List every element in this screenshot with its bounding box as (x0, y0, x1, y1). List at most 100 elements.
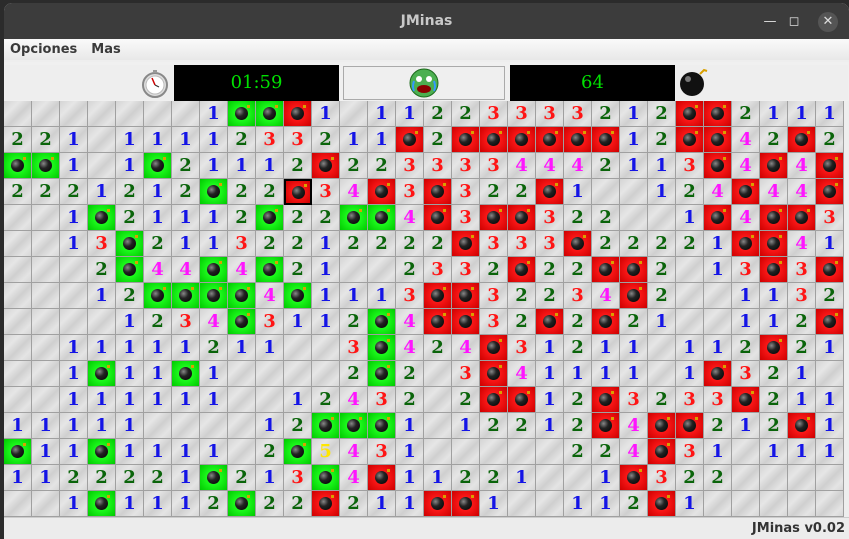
cell-number[interactable]: 1 (452, 413, 480, 439)
cell-flagged-mine[interactable] (144, 283, 172, 309)
cell-number[interactable]: 4 (536, 153, 564, 179)
cell-number[interactable]: 4 (788, 179, 816, 205)
cell-number[interactable]: 1 (116, 413, 144, 439)
cell-empty[interactable] (760, 465, 788, 491)
cell-number[interactable]: 3 (312, 179, 340, 205)
cell-number[interactable]: 1 (704, 439, 732, 465)
cell-number[interactable]: 2 (452, 101, 480, 127)
cell-number[interactable]: 3 (480, 153, 508, 179)
cell-empty[interactable] (32, 101, 60, 127)
cell-mine[interactable] (704, 361, 732, 387)
cell-number[interactable]: 1 (732, 309, 760, 335)
cell-mine[interactable] (424, 283, 452, 309)
cell-mine[interactable] (732, 179, 760, 205)
cell-empty[interactable] (648, 361, 676, 387)
cell-number[interactable]: 1 (396, 101, 424, 127)
cell-mine[interactable] (704, 205, 732, 231)
cell-number[interactable]: 3 (676, 439, 704, 465)
cell-number[interactable]: 1 (144, 127, 172, 153)
cell-number[interactable]: 3 (536, 101, 564, 127)
cell-number[interactable]: 4 (340, 387, 368, 413)
cell-number[interactable]: 4 (788, 153, 816, 179)
cell-flagged-mine[interactable] (172, 361, 200, 387)
cell-number[interactable]: 1 (144, 205, 172, 231)
cell-flagged-mine[interactable] (116, 231, 144, 257)
cell-empty[interactable] (480, 439, 508, 465)
cell-number[interactable]: 3 (452, 179, 480, 205)
cell-empty[interactable] (592, 179, 620, 205)
cell-empty[interactable] (4, 491, 32, 517)
cell-number[interactable]: 2 (424, 127, 452, 153)
cell-flagged-mine[interactable] (368, 205, 396, 231)
cell-mine[interactable] (480, 387, 508, 413)
cell-empty[interactable] (312, 335, 340, 361)
cell-flagged-mine[interactable] (200, 257, 228, 283)
cell-empty[interactable] (32, 361, 60, 387)
cell-empty[interactable] (340, 257, 368, 283)
cell-number[interactable]: 2 (172, 153, 200, 179)
cell-number[interactable]: 3 (368, 387, 396, 413)
cell-empty[interactable] (816, 361, 844, 387)
cell-number[interactable]: 3 (396, 179, 424, 205)
cell-number[interactable]: 2 (676, 179, 704, 205)
cell-number[interactable]: 3 (172, 309, 200, 335)
cell-number[interactable]: 2 (116, 283, 144, 309)
cell-empty[interactable] (60, 101, 88, 127)
cell-mine[interactable] (648, 439, 676, 465)
cell-number[interactable]: 1 (396, 491, 424, 517)
cell-number[interactable]: 2 (200, 335, 228, 361)
cell-number[interactable]: 1 (116, 491, 144, 517)
cell-number[interactable]: 2 (508, 179, 536, 205)
cell-empty[interactable] (4, 257, 32, 283)
cell-number[interactable]: 2 (256, 231, 284, 257)
cell-number[interactable]: 1 (312, 257, 340, 283)
cell-flagged-mine[interactable] (368, 335, 396, 361)
cell-number[interactable]: 1 (116, 335, 144, 361)
cell-flagged-mine[interactable] (116, 257, 144, 283)
cell-empty[interactable] (452, 439, 480, 465)
cell-number[interactable]: 2 (564, 387, 592, 413)
cell-number[interactable]: 2 (32, 179, 60, 205)
cell-mine[interactable] (592, 309, 620, 335)
cell-empty[interactable] (508, 439, 536, 465)
cell-flagged-mine[interactable] (256, 205, 284, 231)
cell-number[interactable]: 2 (396, 257, 424, 283)
cell-number[interactable]: 2 (480, 413, 508, 439)
cell-number[interactable]: 1 (536, 413, 564, 439)
cell-number[interactable]: 3 (732, 257, 760, 283)
cell-empty[interactable] (704, 491, 732, 517)
menu-mas[interactable]: Mas (91, 42, 121, 57)
cell-flagged-mine[interactable] (284, 439, 312, 465)
cell-number[interactable]: 1 (60, 153, 88, 179)
cell-number[interactable]: 2 (312, 205, 340, 231)
cell-flagged-mine[interactable] (88, 439, 116, 465)
cell-flagged-mine[interactable] (32, 153, 60, 179)
cell-number[interactable]: 1 (116, 361, 144, 387)
cell-empty[interactable] (60, 283, 88, 309)
cell-number[interactable]: 2 (564, 257, 592, 283)
cell-number[interactable]: 3 (452, 361, 480, 387)
cell-empty[interactable] (760, 491, 788, 517)
cell-number[interactable]: 1 (200, 361, 228, 387)
cell-empty[interactable] (88, 127, 116, 153)
cell-number[interactable]: 2 (452, 387, 480, 413)
cell-empty[interactable] (32, 257, 60, 283)
cell-number[interactable]: 1 (396, 439, 424, 465)
cell-number[interactable]: 1 (144, 361, 172, 387)
cell-number[interactable]: 1 (760, 309, 788, 335)
cell-mine[interactable] (424, 309, 452, 335)
cell-number[interactable]: 1 (60, 413, 88, 439)
cell-empty[interactable] (676, 283, 704, 309)
cell-flagged-mine[interactable] (368, 309, 396, 335)
cell-number[interactable]: 2 (396, 231, 424, 257)
cell-number[interactable]: 4 (144, 257, 172, 283)
cell-number[interactable]: 2 (228, 465, 256, 491)
cell-flagged-mine[interactable] (228, 101, 256, 127)
cell-mine[interactable] (536, 309, 564, 335)
cell-number[interactable]: 1 (564, 491, 592, 517)
cell-mine[interactable] (788, 413, 816, 439)
cell-empty[interactable] (816, 465, 844, 491)
cell-number[interactable]: 2 (340, 309, 368, 335)
cell-number[interactable]: 1 (704, 257, 732, 283)
cell-empty[interactable] (4, 335, 32, 361)
